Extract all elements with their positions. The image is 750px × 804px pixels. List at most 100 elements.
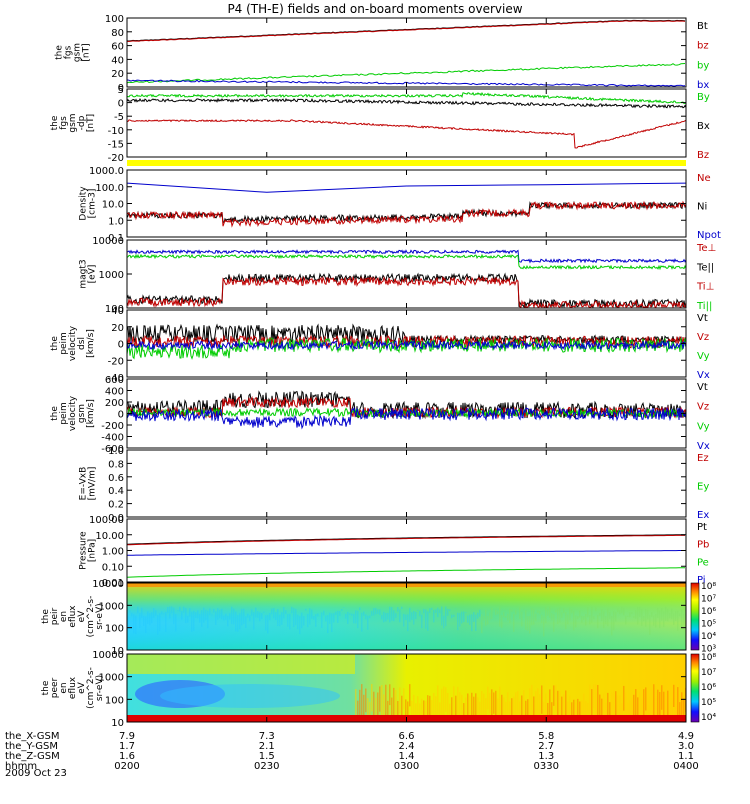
peir-spectrogram-stripe: [633, 616, 635, 618]
peir-spectrogram-stripe: [513, 614, 515, 632]
colorbar-tick-label: 10⁵: [701, 620, 716, 630]
panel-density-traces: [127, 183, 686, 226]
peir-spectrogram-stripe: [129, 610, 131, 612]
peir-spectrogram-stripe: [489, 612, 491, 620]
peir-spectrogram-stripe: [269, 613, 271, 620]
peer-spectrogram-stripe: [489, 693, 491, 713]
y-tick-label: 100: [105, 624, 124, 635]
peir-spectrogram-stripe: [283, 607, 285, 618]
peer-spectrogram-stripe: [493, 692, 495, 713]
colorbar-tick-label: 10⁵: [701, 698, 716, 708]
peir-spectrogram-stripe: [477, 613, 479, 619]
peer-spectrogram-stripe: [389, 684, 391, 705]
peir-spectrogram-stripe: [207, 611, 209, 629]
peer-spectrogram-stripe: [665, 698, 667, 729]
peir-spectrogram-stripe: [433, 610, 435, 622]
peer-spectrogram-stripe: [655, 698, 657, 727]
peir-spectrogram-stripe: [285, 610, 287, 614]
plot-title: P4 (TH-E) fields and on-board moments ov…: [227, 2, 522, 16]
peir-spectrogram-stripe: [367, 616, 369, 630]
peir-spectrogram-stripe: [175, 614, 177, 632]
peir-spectrogram-stripe: [435, 609, 437, 613]
peer-spectrogram-stripe: [639, 692, 641, 715]
peir-spectrogram-stripe: [159, 613, 161, 631]
peer-spectrogram-stripe: [523, 690, 525, 715]
peir-spectrogram-stripe: [251, 609, 253, 615]
peir-spectrogram-stripe: [565, 612, 567, 629]
peir-spectrogram-stripe: [537, 610, 539, 612]
peer-spectrogram-stripe: [451, 697, 453, 728]
panel-e-field-frame: [127, 450, 686, 517]
peir-spectrogram-stripe: [509, 609, 511, 623]
y-tick-label: -10: [108, 126, 124, 137]
peir-spectrogram-stripe: [243, 609, 245, 624]
peir-spectrogram-stripe: [321, 612, 323, 628]
peir-spectrogram-stripe: [649, 615, 651, 635]
peir-spectrogram-stripe: [145, 616, 147, 633]
peir-spectrogram-stripe: [663, 611, 665, 627]
peer-spectrogram-stripe: [625, 693, 627, 714]
peer-spectrogram-stripe: [529, 688, 531, 716]
y-tick-label: 0.10: [102, 562, 124, 573]
peir-spectrogram-stripe: [225, 614, 227, 620]
peer-spectrogram-stripe: [437, 685, 439, 715]
peir-spectrogram-stripe: [361, 613, 363, 632]
peir-spectrogram-stripe: [315, 614, 317, 627]
legend-bx: bx: [697, 80, 709, 91]
y-axis-label: sr-eV): [95, 603, 105, 629]
peer-spectrogram-stripe: [565, 690, 567, 716]
peir-spectrogram-stripe: [675, 611, 677, 621]
legend-Bx: Bx: [697, 121, 710, 132]
peir-spectrogram-stripe: [485, 610, 487, 626]
peir-spectrogram-stripe: [585, 614, 587, 625]
peir-spectrogram-stripe: [499, 607, 501, 627]
peer-spectrogram-stripe: [409, 684, 411, 706]
peer-spectrogram-stripe: [363, 695, 365, 730]
peir-spectrogram-stripe: [189, 608, 191, 616]
y-axis-label: [km/s]: [86, 329, 96, 358]
peer-spectrogram-stripe: [591, 689, 593, 718]
peir-spectrogram-stripe: [407, 614, 409, 631]
peir-spectrogram-stripe: [387, 613, 389, 620]
colorbar-tick-label: 10⁸: [701, 582, 716, 592]
peir-spectrogram-stripe: [681, 609, 683, 628]
peir-spectrogram-stripe: [307, 614, 309, 627]
peir-spectrogram-stripe: [471, 614, 473, 631]
peir-spectrogram-stripe: [553, 614, 555, 632]
peer-spectrogram-stripe: [513, 697, 515, 717]
peir-spectrogram-stripe: [597, 615, 599, 628]
x-info-value: 0330: [534, 761, 559, 772]
peir-spectrogram-stripe: [399, 609, 401, 622]
legend-Pt: Pt: [697, 522, 707, 533]
legend-Vx: Vx: [697, 370, 710, 381]
peer-spectrogram-stripe: [485, 698, 487, 730]
peir-spectrogram-stripe: [473, 612, 475, 622]
peir-spectrogram-stripe: [457, 613, 459, 630]
peir-spectrogram-stripe: [167, 607, 169, 613]
peir-spectrogram-stripe: [533, 609, 535, 625]
peer-spectrogram-stripe: [673, 685, 675, 707]
peir-spectrogram-stripe: [531, 608, 533, 625]
peir-spectrogram-stripe: [219, 610, 221, 618]
legend-Pe: Pe: [697, 557, 709, 568]
peir-spectrogram-stripe: [131, 613, 133, 616]
peir-spectrogram-stripe: [273, 608, 275, 618]
peir-spectrogram-stripe: [559, 608, 561, 623]
y-tick-label: 600: [105, 375, 124, 386]
y-axis-label: [eV]: [88, 265, 98, 284]
peir-spectrogram-stripe: [385, 613, 387, 621]
y-tick-label: 1.0: [108, 446, 124, 457]
peir-spectrogram-stripe: [333, 613, 335, 622]
peir-spectrogram-stripe: [143, 616, 145, 626]
legend-Pb: Pb: [697, 540, 709, 551]
panel-temperature-traces: [127, 250, 686, 307]
peer-spectrogram-stripe: [357, 701, 359, 729]
y-tick-label: 200: [105, 398, 124, 409]
date-label: 2009 Oct 23: [5, 768, 67, 779]
peir-spectrogram-stripe: [419, 611, 421, 617]
peir-spectrogram-stripe: [389, 607, 391, 623]
peir-spectrogram-stripe: [483, 616, 485, 621]
peir-spectrogram-stripe: [327, 615, 329, 633]
colorbar-tick-label: 10⁴: [701, 632, 716, 642]
